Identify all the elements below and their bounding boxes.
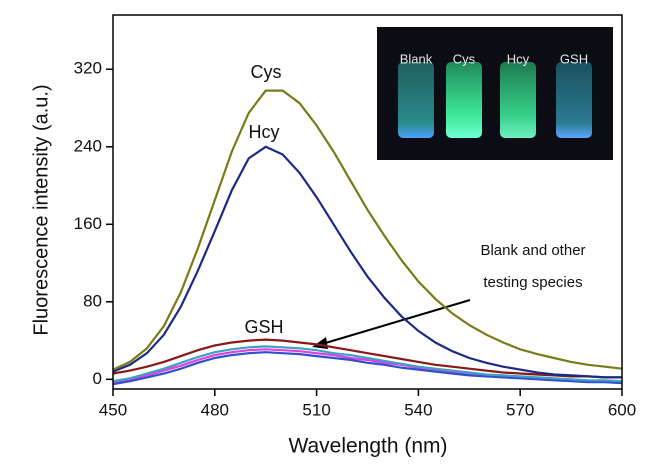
vial	[398, 62, 434, 138]
y-tick-label: 240	[74, 136, 102, 155]
series-label: Hcy	[249, 122, 280, 142]
inset-label: Hcy	[507, 51, 530, 66]
inset-label: Blank	[400, 51, 433, 66]
annotation-arrow	[321, 299, 471, 345]
x-tick-label: 450	[99, 400, 127, 419]
x-axis-label: Wavelength (nm)	[288, 435, 447, 458]
line-series	[112, 338, 622, 379]
line-series	[112, 145, 622, 379]
y-tick-label: 0	[93, 369, 102, 388]
y-tick-label: 160	[74, 214, 102, 233]
plot-frame	[112, 14, 623, 390]
line-series	[112, 89, 623, 371]
arrow-head	[312, 337, 328, 349]
x-tick-label: 510	[302, 400, 330, 419]
y-tick-label: 320	[74, 59, 102, 78]
vial	[446, 62, 482, 138]
x-tick-label: 570	[506, 400, 534, 419]
annotation: testing species	[483, 274, 582, 291]
y-tick-label: 80	[83, 291, 102, 310]
inset-label: GSH	[560, 51, 588, 66]
y-axis-label: Fluorescence intensity (a.u.)	[30, 84, 52, 335]
x-tick-label: 480	[201, 400, 229, 419]
x-tick-label: 600	[608, 400, 636, 419]
series-label: Cys	[251, 62, 282, 82]
inset-label: Cys	[453, 51, 476, 66]
x-tick-label: 540	[404, 400, 432, 419]
vial	[556, 62, 592, 138]
vial	[500, 62, 536, 138]
annotation: Blank and other	[480, 242, 585, 259]
line-series	[112, 345, 623, 383]
inset-photo: Blank Cys Hcy GSH	[377, 27, 613, 160]
series-label: GSH	[244, 317, 283, 337]
line-series	[112, 351, 623, 386]
